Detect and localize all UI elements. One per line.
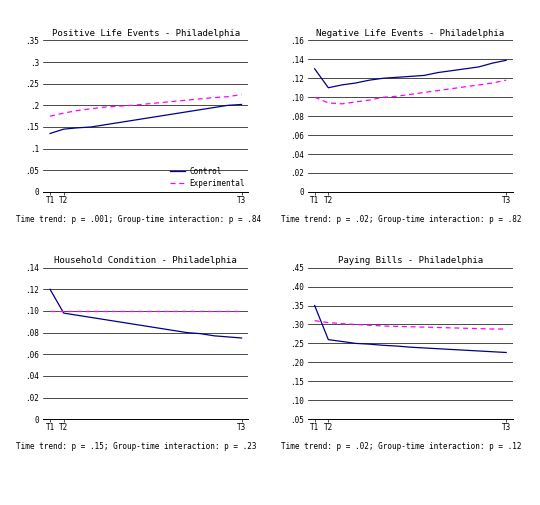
Title: Positive Life Events - Philadelphia: Positive Life Events - Philadelphia bbox=[52, 29, 240, 38]
Title: Household Condition - Philadelphia: Household Condition - Philadelphia bbox=[55, 257, 237, 266]
Title: Negative Life Events - Philadelphia: Negative Life Events - Philadelphia bbox=[316, 29, 504, 38]
Text: Time trend: p = .001; Group-time interaction: p = .84: Time trend: p = .001; Group-time interac… bbox=[16, 215, 261, 224]
Legend: Control, Experimental: Control, Experimental bbox=[170, 167, 245, 188]
Text: Time trend: p = .02; Group-time interaction: p = .82: Time trend: p = .02; Group-time interact… bbox=[281, 215, 521, 224]
Text: Time trend: p = .02; Group-time interaction: p = .12: Time trend: p = .02; Group-time interact… bbox=[281, 442, 521, 451]
Text: Time trend: p = .15; Group-time interaction: p = .23: Time trend: p = .15; Group-time interact… bbox=[16, 442, 256, 451]
Title: Paying Bills - Philadelphia: Paying Bills - Philadelphia bbox=[338, 257, 483, 266]
